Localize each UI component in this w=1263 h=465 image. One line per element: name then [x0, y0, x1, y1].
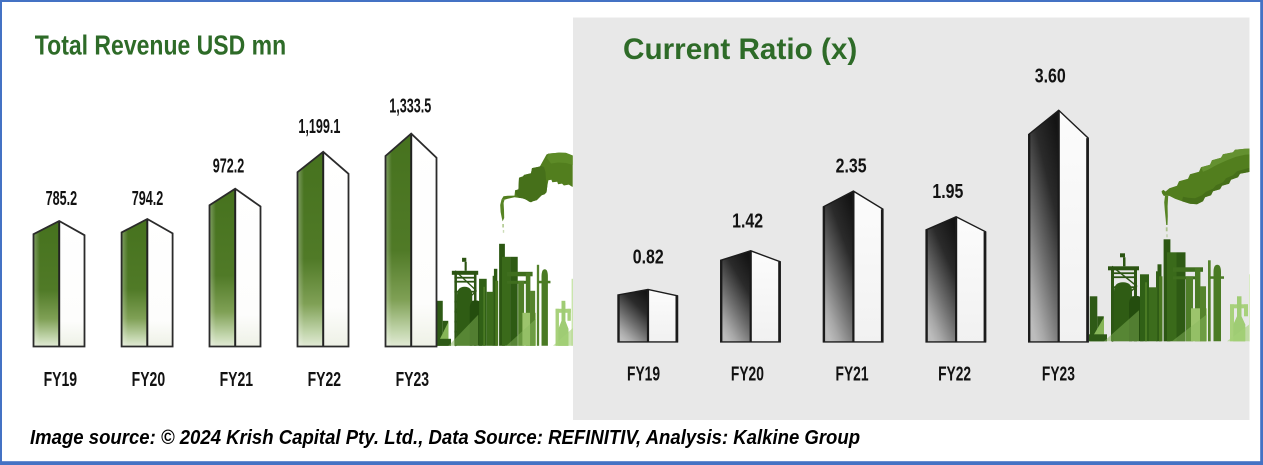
svg-text:1,199.1: 1,199.1 — [298, 115, 340, 138]
svg-text:FY19: FY19 — [44, 368, 77, 391]
svg-text:Current Ratio (x): Current Ratio (x) — [623, 33, 857, 66]
svg-text:794.2: 794.2 — [132, 187, 164, 210]
svg-text:2.35: 2.35 — [836, 154, 867, 177]
svg-text:FY23: FY23 — [1042, 362, 1075, 385]
svg-text:FY21: FY21 — [220, 368, 254, 391]
svg-text:FY20: FY20 — [731, 362, 764, 385]
svg-text:FY19: FY19 — [627, 362, 660, 385]
svg-text:1.95: 1.95 — [932, 179, 963, 202]
svg-text:FY22: FY22 — [308, 368, 341, 391]
svg-text:Image source: © 2024 Krish Cap: Image source: © 2024 Krish Capital Pty. … — [30, 426, 860, 449]
svg-text:0.82: 0.82 — [633, 245, 664, 268]
svg-text:3.60: 3.60 — [1035, 64, 1066, 87]
svg-text:FY23: FY23 — [396, 368, 429, 391]
svg-text:1,333.5: 1,333.5 — [389, 95, 431, 118]
svg-text:FY22: FY22 — [938, 362, 971, 385]
svg-text:1.42: 1.42 — [732, 209, 763, 232]
svg-text:785.2: 785.2 — [46, 187, 78, 210]
svg-text:FY20: FY20 — [132, 368, 165, 391]
svg-text:FY21: FY21 — [836, 362, 869, 385]
svg-text:972.2: 972.2 — [213, 155, 245, 178]
svg-text:Total Revenue USD mn: Total Revenue USD mn — [35, 31, 286, 62]
